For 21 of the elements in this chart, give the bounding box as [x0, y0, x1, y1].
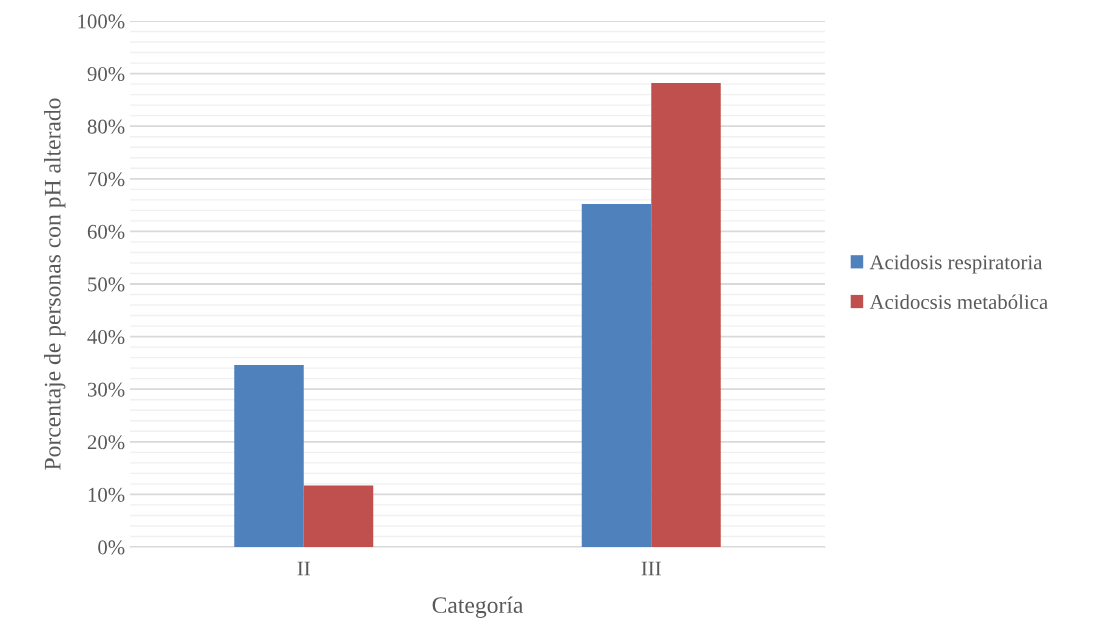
legend-label: Acidocsis metabólica — [869, 294, 1048, 310]
bar — [581, 204, 652, 547]
y-tick-label: 40% — [87, 329, 125, 345]
y-tick-label: 60% — [87, 224, 125, 239]
y-tick-label: 10% — [88, 487, 125, 502]
y-tick-label: 50% — [88, 277, 125, 292]
y-tick-label: 70% — [88, 172, 125, 187]
y-tick-label: 20% — [87, 435, 125, 450]
bar — [651, 83, 721, 547]
legend-label: Acidosis respiratoria — [869, 254, 1043, 274]
bar — [234, 365, 304, 547]
y-tick-label: 90% — [87, 66, 125, 82]
y-axis-title: Porcentaje de personas con pH alterado — [44, 98, 66, 470]
y-tick-label: 30% — [87, 382, 125, 397]
x-tick-label: III — [641, 561, 661, 576]
y-tick-label: 0% — [98, 540, 125, 555]
x-tick-label: II — [297, 561, 310, 576]
y-tick-label: 100% — [78, 14, 125, 29]
bar — [303, 485, 374, 547]
y-tick-label: 80% — [87, 119, 125, 134]
x-axis-title: Categoría — [432, 596, 524, 618]
